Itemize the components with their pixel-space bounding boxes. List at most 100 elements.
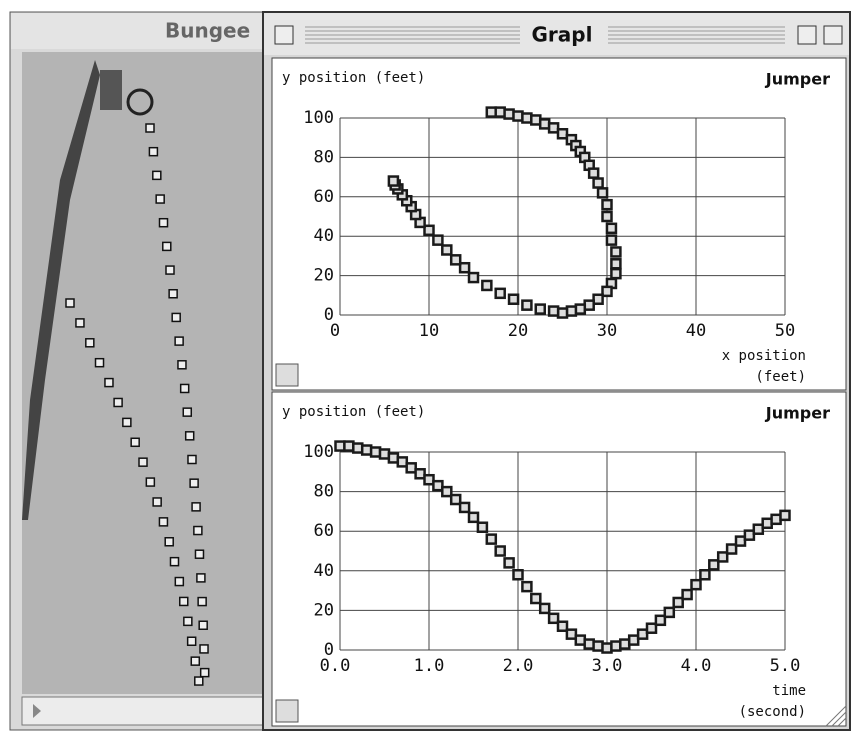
- data-point: [485, 106, 498, 118]
- data-point: [432, 234, 444, 246]
- y-tick-label: 20: [314, 266, 334, 286]
- trail-marker: [190, 656, 201, 666]
- resize-grip[interactable]: [825, 705, 847, 727]
- data-point: [405, 462, 417, 474]
- collapse-box[interactable]: [823, 25, 843, 45]
- data-point: [547, 612, 560, 625]
- trail-marker: [152, 497, 162, 507]
- trail-marker: [198, 620, 208, 631]
- y-axis-label: y position (feet): [282, 70, 425, 86]
- data-point: [423, 224, 435, 237]
- data-point: [547, 122, 560, 134]
- trail-marker: [177, 360, 187, 370]
- trail-marker: [194, 676, 204, 686]
- trail-marker: [145, 477, 156, 487]
- data-point: [458, 261, 471, 274]
- data-point: [538, 602, 551, 615]
- x-tick-label: 1.0: [414, 656, 445, 676]
- trail-marker: [179, 383, 190, 394]
- trail-marker: [174, 576, 185, 587]
- data-point: [449, 493, 462, 506]
- trail-marker: [152, 170, 162, 181]
- y-tick-label: 100: [303, 442, 334, 462]
- trail-marker: [199, 644, 209, 654]
- data-point: [587, 167, 600, 179]
- x-tick-label: 40: [686, 321, 706, 341]
- x-tick-label: 3.0: [592, 656, 623, 676]
- start-marker: [126, 88, 154, 116]
- x-tick-label: 0.0: [320, 656, 351, 676]
- trail-marker: [138, 457, 148, 467]
- data-point: [449, 254, 462, 266]
- graph-tool[interactable]: [275, 363, 299, 387]
- data-point: [494, 545, 506, 557]
- data-point: [596, 187, 609, 199]
- graph-tool[interactable]: [275, 699, 299, 723]
- trail-marker: [186, 636, 197, 646]
- trail-marker: [179, 596, 189, 607]
- charts: y position (feet) 0 20 40 60 80 100 0 10 20 30 40 50…: [282, 70, 830, 721]
- data-point: [441, 485, 453, 498]
- data-point: [556, 128, 569, 140]
- data-point: [565, 628, 578, 640]
- data-point: [530, 592, 542, 605]
- trail-marker: [162, 241, 172, 252]
- data-point: [654, 614, 667, 627]
- data-point: [507, 293, 520, 305]
- x-tick-label: 10: [419, 321, 439, 341]
- data-point: [627, 634, 640, 646]
- data-point: [699, 569, 711, 581]
- zoom-box[interactable]: [797, 25, 817, 45]
- data-point: [672, 596, 684, 609]
- data-point: [592, 177, 604, 189]
- legend-entry: Jumper: [765, 404, 830, 423]
- trail-marker: [104, 377, 114, 388]
- x-tick-label: 50: [775, 321, 795, 341]
- trail-marker: [85, 338, 95, 348]
- data-point: [485, 533, 498, 545]
- trail-marker: [182, 407, 193, 417]
- data-point: [708, 559, 720, 571]
- data-point: [610, 267, 622, 280]
- data-point: [601, 210, 613, 223]
- data-point: [441, 244, 453, 256]
- data-point: [601, 198, 613, 211]
- trail-marker: [145, 123, 155, 133]
- data-point: [458, 501, 471, 514]
- trail-marker: [184, 431, 195, 441]
- data-point: [467, 511, 480, 524]
- platform: [100, 70, 122, 110]
- y-tick-label: 0: [324, 640, 334, 660]
- data-point: [481, 279, 493, 292]
- y-axis-label: y position (feet): [282, 404, 425, 420]
- data-point: [690, 578, 702, 591]
- x-axis-label: (feet): [755, 369, 806, 385]
- close-box[interactable]: [274, 25, 294, 45]
- data-point: [414, 468, 426, 480]
- scroll-bar[interactable]: [21, 696, 268, 726]
- trail-marker: [187, 454, 197, 465]
- x-axis-label: time: [772, 683, 806, 699]
- x-tick-label: 5.0: [770, 656, 801, 676]
- trail-marker: [155, 194, 165, 204]
- play-button[interactable]: [33, 704, 41, 718]
- data-point: [547, 305, 560, 317]
- data-point: [734, 535, 747, 547]
- y-tick-label: 40: [314, 561, 334, 581]
- trail-marker: [158, 217, 169, 228]
- trail-marker: [171, 312, 181, 323]
- y-tick-label: 60: [314, 187, 334, 207]
- data-point: [476, 521, 489, 533]
- data-point: [610, 258, 622, 270]
- data-point: [592, 293, 604, 305]
- data-point: [467, 271, 480, 284]
- trail-marker: [113, 397, 123, 408]
- data-point: [556, 620, 569, 632]
- trail-marker: [183, 616, 193, 627]
- data-point: [645, 622, 658, 634]
- y-tick-label: 100: [303, 108, 334, 128]
- data-point: [432, 479, 444, 492]
- trail-marker: [189, 478, 199, 488]
- data-point: [636, 628, 649, 640]
